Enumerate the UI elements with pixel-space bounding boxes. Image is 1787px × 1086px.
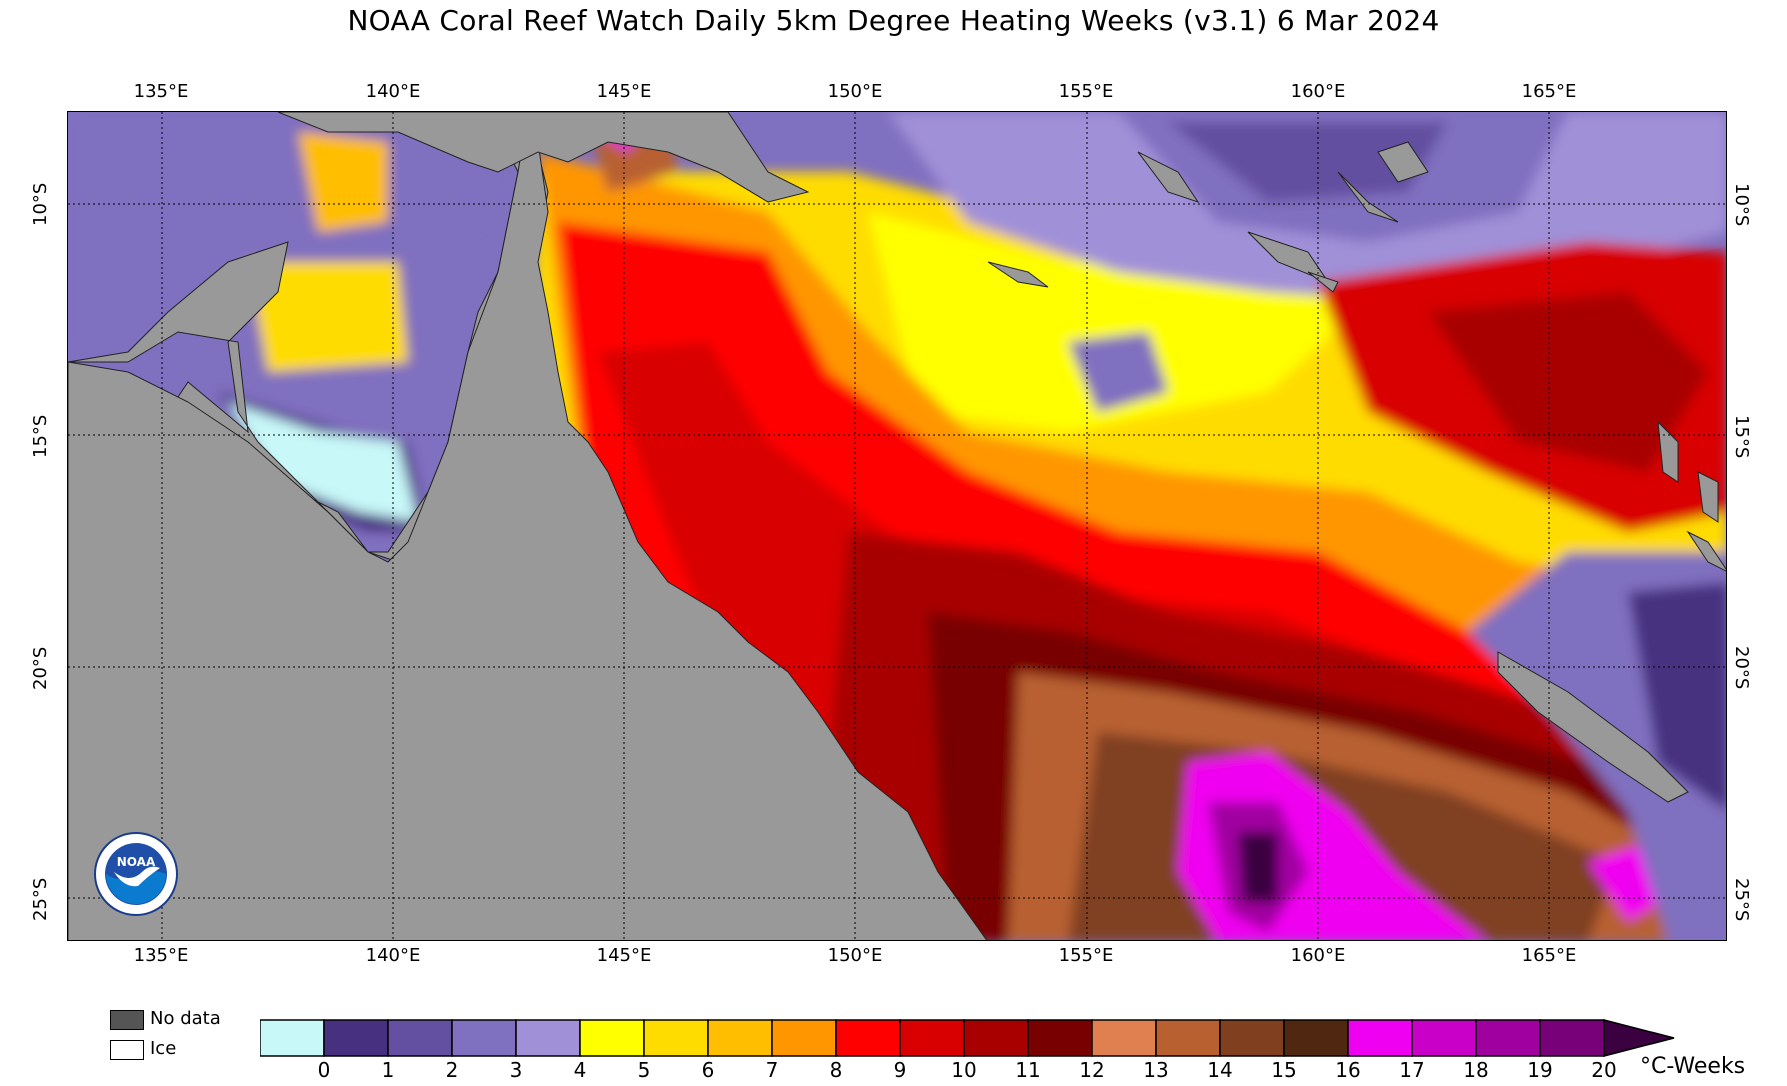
colorbar-tick-label: 2: [445, 1058, 459, 1082]
colorbar-tick-label: 17: [1399, 1058, 1425, 1082]
new-guinea-land: [277, 112, 810, 203]
colorbar-segment: [835, 1019, 901, 1057]
lon-label-top-135: 135°E: [133, 81, 189, 102]
colorbar-segment: [451, 1019, 517, 1057]
colorbar-segment: [899, 1019, 965, 1057]
colorbar-tick-label: 12: [1079, 1058, 1105, 1082]
colorbar-tick-label: 16: [1335, 1058, 1361, 1082]
new-caledonia-land: [1497, 651, 1689, 803]
ice-swatch: [110, 1040, 144, 1060]
lat-label-left-10: 10°S: [30, 182, 51, 226]
colorbar-tick-label: 5: [637, 1058, 651, 1082]
vanuatu-island-3: [1686, 530, 1726, 572]
colorbar-tick-label: 11: [1015, 1058, 1041, 1082]
svg-text:NOAA: NOAA: [117, 855, 156, 869]
solomon-island-6: [1307, 271, 1339, 293]
colorbar-tick-label: 15: [1271, 1058, 1297, 1082]
colorbar-segment: [579, 1019, 645, 1057]
lon-label-top-155: 155°E: [1058, 81, 1114, 102]
lon-label-bottom-160: 160°E: [1290, 945, 1346, 966]
colorbar-tick-label: 8: [829, 1058, 843, 1082]
colorbar-tick-label: 9: [893, 1058, 907, 1082]
vanuatu-island-2: [1697, 471, 1719, 523]
noaa-logo-icon: NOAA: [94, 832, 178, 916]
map-title: NOAA Coral Reef Watch Daily 5km Degree H…: [347, 4, 1440, 37]
colorbar-segment: [1027, 1019, 1093, 1057]
colorbar-tick-label: 7: [765, 1058, 779, 1082]
solomon-island-5: [987, 261, 1049, 288]
lon-label-bottom-165: 165°E: [1521, 945, 1577, 966]
graticule: [68, 112, 1726, 940]
colorbar-segment: [1219, 1019, 1285, 1057]
colorbar-segment: [707, 1019, 773, 1057]
colorbar-segment: [1475, 1019, 1541, 1057]
lat-label-right-10: 10°S: [1731, 183, 1752, 227]
colorbar-segment: [1347, 1019, 1413, 1057]
colorbar-tick-label: 0: [317, 1058, 331, 1082]
lon-label-bottom-155: 155°E: [1058, 945, 1114, 966]
colorbar-segment: [323, 1019, 389, 1057]
colorbar-tick-label: 14: [1207, 1058, 1233, 1082]
colorbar-tick-label: 18: [1463, 1058, 1489, 1082]
colorbar-segment: [260, 1019, 325, 1057]
colorbar-tick-label: 6: [701, 1058, 715, 1082]
lon-label-top-150: 150°E: [827, 81, 883, 102]
colorbar-segment: [1155, 1019, 1221, 1057]
lon-label-bottom-150: 150°E: [827, 945, 883, 966]
solomon-island-2: [1337, 171, 1399, 223]
colorbar-tick-label: 1: [381, 1058, 395, 1082]
lat-label-left-20: 20°S: [30, 646, 51, 690]
no-data-swatch: [110, 1010, 144, 1030]
colorbar-tick-label: 10: [951, 1058, 977, 1082]
australia-east-land: [68, 112, 988, 940]
dhw-map: [68, 112, 1726, 940]
colorbar-segment: [1091, 1019, 1157, 1057]
lat-label-left-25: 25°S: [30, 877, 51, 921]
colorbar-segment: [963, 1019, 1029, 1057]
colorbar-tick-label: 19: [1527, 1058, 1553, 1082]
colorbar-segment: [1539, 1019, 1605, 1057]
colorbar-segment: [643, 1019, 709, 1057]
lon-label-bottom-145: 145°E: [596, 945, 652, 966]
colorbar-segment: [1283, 1019, 1349, 1057]
colorbar-segment: [515, 1019, 581, 1057]
colorbar-segment: [1411, 1019, 1477, 1057]
lat-label-left-15: 15°S: [30, 414, 51, 458]
colorbar-tick-label: 3: [509, 1058, 523, 1082]
no-data-label: No data: [150, 1008, 221, 1029]
units-label: °C-Weeks: [1640, 1054, 1746, 1079]
colorbar-tick-label: 4: [573, 1058, 587, 1082]
lat-label-right-25: 25°S: [1731, 878, 1752, 922]
colorbar: [260, 1019, 1675, 1057]
dhw-map-panel: [67, 111, 1727, 941]
lat-label-right-20: 20°S: [1731, 646, 1752, 690]
vanuatu-island-1: [1657, 420, 1679, 483]
lat-label-right-15: 15°S: [1731, 415, 1752, 459]
colorbar-tick-label: 13: [1143, 1058, 1169, 1082]
ice-label: Ice: [150, 1038, 177, 1059]
lon-label-top-165: 165°E: [1521, 81, 1577, 102]
colorbar-extend-arrow: [1603, 1019, 1675, 1057]
lon-label-bottom-135: 135°E: [133, 945, 189, 966]
colorbar-segment: [387, 1019, 453, 1057]
lon-label-top-145: 145°E: [596, 81, 652, 102]
colorbar-segment: [771, 1019, 837, 1057]
solomon-island-1: [1137, 151, 1200, 203]
solomon-island-4: [1377, 141, 1429, 183]
lon-label-top-140: 140°E: [365, 81, 421, 102]
lon-label-top-160: 160°E: [1290, 81, 1346, 102]
lon-label-bottom-140: 140°E: [365, 945, 421, 966]
colorbar-tick-label: 20: [1591, 1058, 1617, 1082]
